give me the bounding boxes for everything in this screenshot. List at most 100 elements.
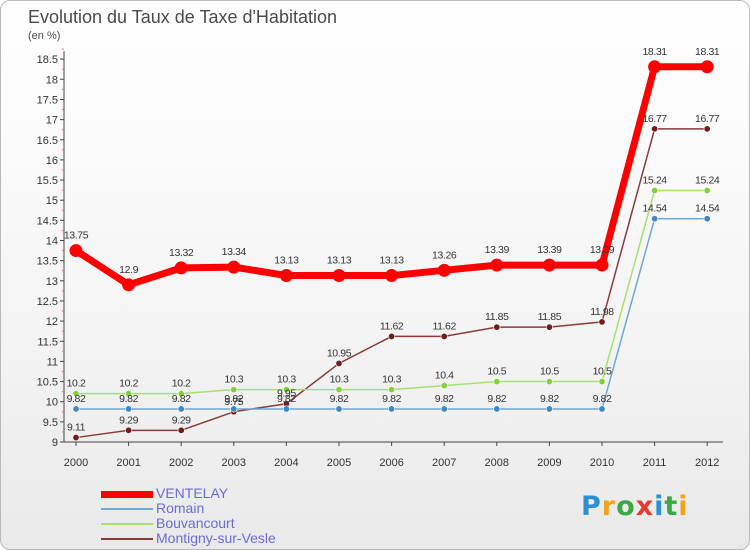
x-tick-label: 2009 [537,457,561,469]
data-point [440,332,448,340]
data-label: 9.82 [277,393,296,405]
x-tick-label: 2010 [590,457,614,469]
data-label: 11.85 [485,311,509,323]
data-point [440,382,448,390]
data-label: 9.29 [172,414,191,426]
data-point [490,258,504,272]
data-point [493,378,501,386]
data-label: 9.82 [382,393,401,405]
data-point [598,318,606,326]
x-tick-label: 2000 [64,457,88,469]
data-point [230,386,238,394]
y-tick-label: 17.5 [37,94,58,106]
logo-letter: i [654,491,665,522]
data-point [385,269,399,283]
data-label: 9.82 [67,393,86,405]
data-label: 13.13 [327,255,352,267]
data-label: 12.9 [119,264,138,276]
data-point [545,323,553,331]
data-label: 13.75 [64,230,89,242]
legend-swatch [101,538,153,540]
y-tick-label: 9.5 [43,417,58,429]
logo-letter: x [635,491,655,522]
x-tick-label: 2001 [116,457,140,469]
x-tick-label: 2005 [327,457,351,469]
data-point [177,426,185,434]
legend-label: Montigny-sur-Vesle [156,530,276,546]
y-tick-label: 18 [46,74,58,86]
data-point [177,405,185,413]
logo-letter: o [616,491,636,522]
legend-label: VENTELAY [156,485,229,501]
data-point [700,60,714,74]
data-label: 14.54 [695,203,720,215]
data-label: 10.2 [172,378,191,390]
data-point [598,378,606,386]
data-point [125,390,133,398]
data-label: 9.11 [67,422,86,434]
data-point [440,405,448,413]
data-label: 18.31 [695,46,720,58]
data-point [648,60,662,74]
data-point [174,261,188,275]
data-point [651,125,659,133]
logo-letter: t [664,491,679,522]
data-label: 9.82 [330,393,349,405]
logo-letter: r [601,491,617,522]
data-point [703,187,711,195]
data-label: 10.3 [224,374,243,386]
data-label: 9.75 [224,396,243,408]
data-point [703,125,711,133]
data-label: 9.29 [119,414,138,426]
y-axis: 9 9.5 10 10.5 11 11.5 12 12.5 13 13.5 14 14.5 15 15.5… [37,48,65,449]
data-label: 15.24 [642,175,667,187]
data-point [335,405,343,413]
chart-title: Evolution du Taux de Taxe d'Habitation [28,7,337,27]
logo-letter: i [678,491,689,522]
y-tick-label: 10.5 [37,377,58,389]
legend-label: Bouvancourt [156,515,235,531]
y-tick-label: 13 [46,276,58,288]
y-tick-label: 12.5 [37,296,58,308]
data-label: 16.77 [695,113,720,125]
data-label: 9.82 [540,393,559,405]
data-point [279,269,293,283]
data-point [122,278,136,292]
x-tick-label: 2004 [274,457,298,469]
data-point [437,263,451,277]
data-point [493,405,501,413]
x-tick-label: 2008 [485,457,509,469]
data-label: 9.82 [119,393,138,405]
data-label: 13.26 [432,249,457,261]
data-point [125,405,133,413]
x-tick-label: 2007 [432,457,456,469]
data-label: 10.5 [540,366,559,378]
legend-swatch [101,508,153,510]
data-label: 10.3 [382,374,401,386]
data-point [651,187,659,195]
data-point [227,260,241,274]
y-tick-label: 14.5 [37,215,58,227]
y-tick-label: 14 [46,236,58,248]
legend-label: Romain [156,500,205,516]
y-tick-label: 18.5 [37,54,58,66]
y-tick-label: 16.5 [37,135,58,147]
data-label: 11.62 [380,320,404,332]
data-point [69,244,83,258]
data-label: 10.3 [330,374,349,386]
data-label: 10.3 [277,374,296,386]
data-point [595,258,609,272]
data-point [282,405,290,413]
data-point [493,323,501,331]
y-tick-label: 17 [46,115,58,127]
y-tick-label: 13.5 [37,256,58,268]
data-label: 16.77 [642,113,667,125]
data-point [177,390,185,398]
data-label: 9.82 [435,393,454,405]
data-point [388,405,396,413]
proxiti-logo: Proxiti [581,491,689,522]
data-point [282,386,290,394]
data-point [388,332,396,340]
y-tick-label: 12 [46,316,58,328]
